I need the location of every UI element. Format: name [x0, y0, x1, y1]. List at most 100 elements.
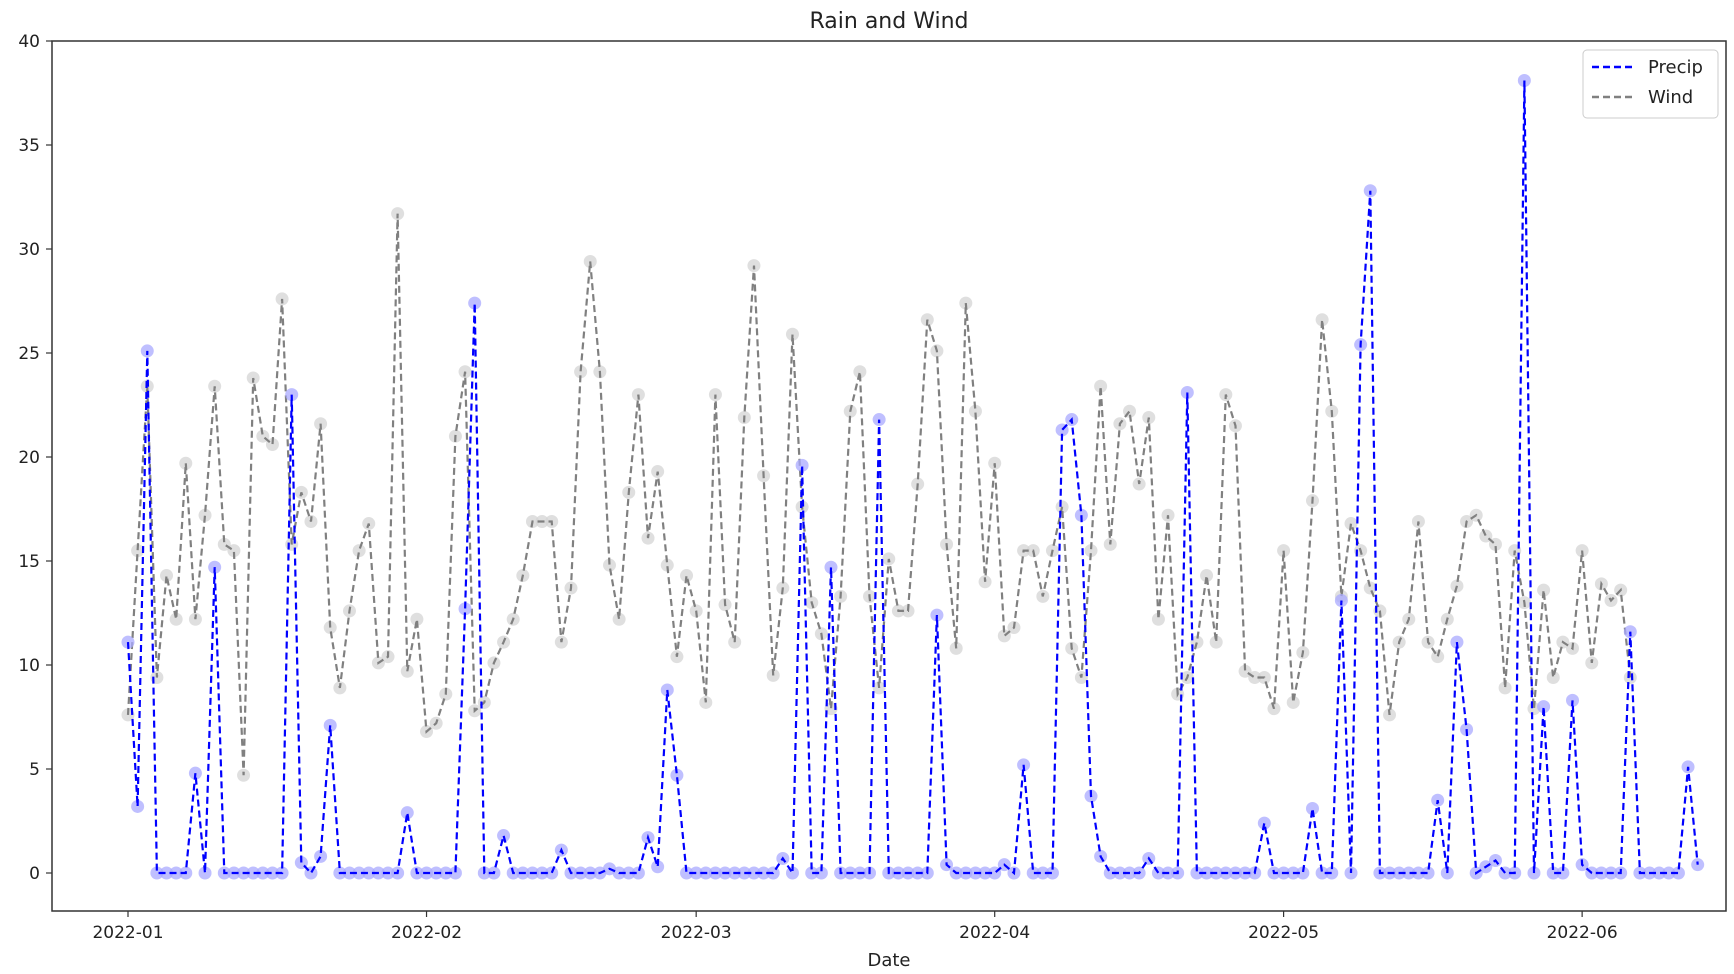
data-point: [1652, 866, 1666, 880]
y-tick-label: 20: [18, 448, 40, 468]
data-point: [497, 829, 511, 843]
data-point: [1315, 866, 1329, 880]
data-point: [314, 849, 328, 863]
data-point: [131, 799, 145, 813]
data-point: [1315, 313, 1329, 327]
data-point: [198, 866, 212, 880]
data-point: [1546, 670, 1560, 684]
data-point: [968, 404, 982, 418]
data-point: [179, 456, 193, 470]
data-point: [1103, 866, 1117, 880]
data-point: [1498, 681, 1512, 695]
data-point: [458, 602, 472, 616]
data-point: [785, 327, 799, 341]
data-point: [574, 365, 588, 379]
data-point: [1662, 866, 1676, 880]
series-wind: [121, 207, 1637, 782]
x-axis: 2022-01 2022-02 2022-03 2022-04 2022-05 2022-…: [92, 911, 1618, 943]
data-point: [1286, 695, 1300, 709]
data-point: [1084, 544, 1098, 558]
plot-area: [121, 74, 1705, 880]
data-point: [150, 866, 164, 880]
data-point: [169, 612, 183, 626]
data-point: [448, 866, 462, 880]
y-tick-label: 5: [29, 760, 40, 780]
data-point: [1094, 379, 1108, 393]
data-point: [1151, 612, 1165, 626]
data-point: [342, 866, 356, 880]
x-axis-label: Date: [867, 950, 910, 971]
data-point: [631, 866, 645, 880]
data-point: [1305, 802, 1319, 816]
data-point: [1190, 635, 1204, 649]
data-point: [1113, 866, 1127, 880]
data-point: [1209, 635, 1223, 649]
data-point: [1537, 583, 1551, 597]
data-point: [198, 508, 212, 522]
plot-frame: [51, 40, 1727, 912]
data-point: [237, 768, 251, 782]
data-point: [1344, 517, 1358, 531]
data-point: [1045, 866, 1059, 880]
data-point: [612, 612, 626, 626]
series-precip: [121, 74, 1705, 880]
data-point: [1537, 700, 1551, 714]
data-point: [1277, 544, 1291, 558]
data-point: [680, 569, 694, 583]
data-point: [1556, 866, 1570, 880]
data-point: [1200, 569, 1214, 583]
legend-wind-label: Wind: [1648, 87, 1693, 108]
x-tick-label: 2022-06: [1547, 923, 1618, 943]
data-point: [362, 866, 376, 880]
x-tick-label: 2022-03: [661, 923, 732, 943]
data-point: [131, 544, 145, 558]
y-tick-label: 40: [18, 32, 40, 52]
data-point: [1421, 866, 1435, 880]
data-point: [757, 866, 771, 880]
y-tick-label: 35: [18, 136, 40, 156]
data-point: [680, 866, 694, 880]
data-point: [814, 866, 828, 880]
x-tick-label: 2022-05: [1248, 923, 1319, 943]
y-tick-label: 10: [18, 656, 40, 676]
data-point: [160, 569, 174, 583]
data-point: [670, 768, 684, 782]
data-point: [265, 866, 279, 880]
data-point: [1546, 866, 1560, 880]
data-point: [1402, 866, 1416, 880]
data-point: [1411, 866, 1425, 880]
data-point: [410, 612, 424, 626]
data-point: [1296, 866, 1310, 880]
legend: Precip Wind: [1582, 49, 1719, 119]
data-point: [1363, 581, 1377, 595]
data-point: [747, 866, 761, 880]
y-tick-label: 0: [29, 864, 40, 884]
data-point: [468, 296, 482, 310]
series-line: [126, 80, 1699, 877]
data-point: [323, 621, 337, 635]
data-point: [622, 866, 636, 880]
legend-precip-label: Precip: [1648, 57, 1703, 78]
data-point: [400, 806, 414, 820]
data-point: [352, 544, 366, 558]
series-line: [126, 213, 1632, 776]
chart-title: Rain and Wind: [809, 9, 968, 34]
data-point: [1671, 866, 1685, 880]
data-point: [545, 866, 559, 880]
data-point: [872, 413, 886, 427]
data-point: [651, 860, 665, 874]
data-point: [256, 866, 270, 880]
data-point: [160, 866, 174, 880]
data-point: [1036, 866, 1050, 880]
x-tick-label: 2022-02: [391, 923, 462, 943]
data-point: [824, 560, 838, 574]
x-tick-label: 2022-04: [959, 923, 1030, 943]
data-point: [1257, 816, 1271, 830]
data-point: [1190, 866, 1204, 880]
data-point: [660, 558, 674, 572]
data-point: [805, 866, 819, 880]
data-point: [1200, 866, 1214, 880]
y-tick-label: 30: [18, 240, 40, 260]
data-point: [795, 458, 809, 472]
